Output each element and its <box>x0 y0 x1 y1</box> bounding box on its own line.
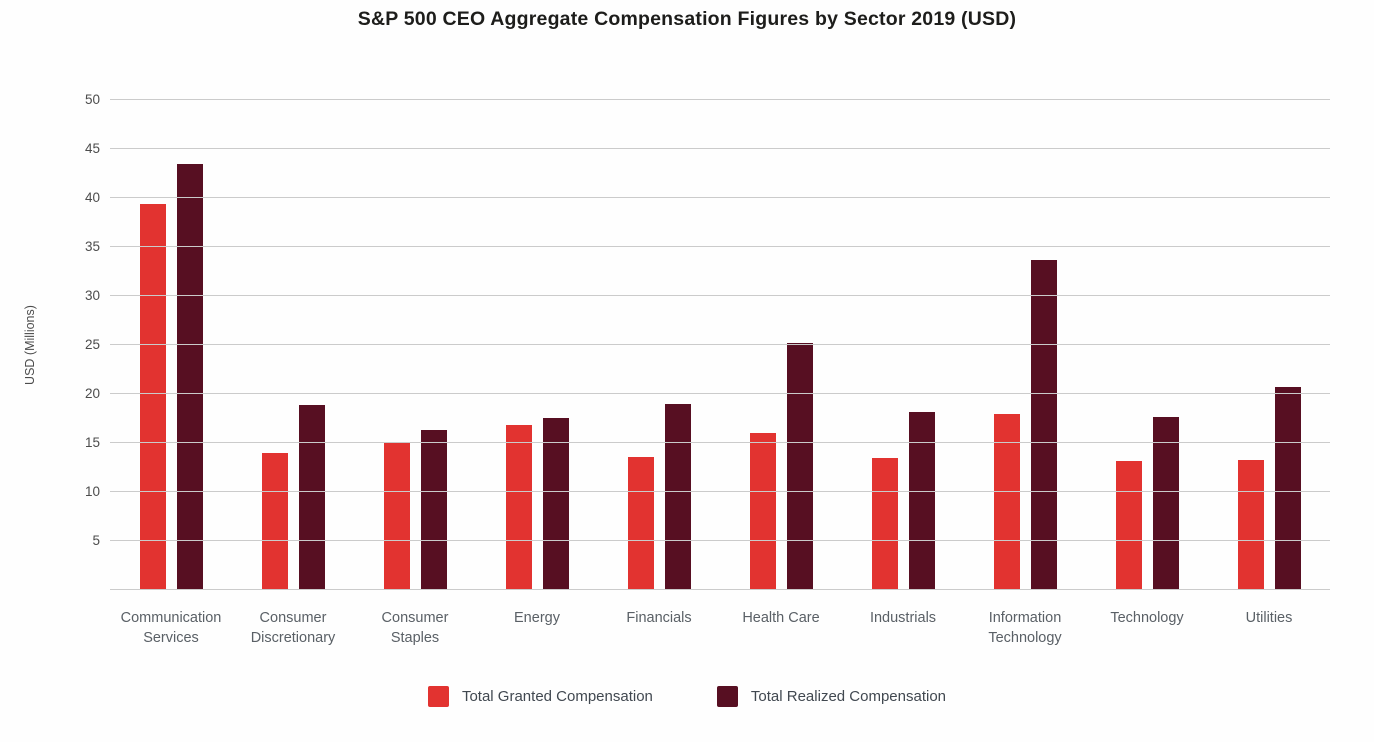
bar-realized-1 <box>298 404 325 590</box>
bar-realized-9 <box>1274 387 1301 590</box>
y-tick-label-30: 30 <box>84 288 100 303</box>
legend-label-realized: Total Realized Compensation <box>750 688 947 705</box>
granted-swatch-icon <box>427 686 449 707</box>
bar-group-1 <box>232 100 354 590</box>
y-tick-label-50: 50 <box>84 92 100 107</box>
bar-realized-8 <box>1152 416 1179 590</box>
gridline-50 <box>110 99 1330 100</box>
legend-item-realized: Total Realized Compensation <box>716 686 947 707</box>
category-label-9: Utilities <box>1245 610 1293 626</box>
bar-granted-5 <box>749 433 776 590</box>
bar-granted-1 <box>261 452 288 590</box>
legend-label-granted: Total Granted Compensation <box>461 688 653 705</box>
y-tick-label-25: 25 <box>84 337 100 352</box>
category-label-6: Industrials <box>869 610 937 626</box>
bar-group-7 <box>964 100 1086 590</box>
bar-realized-7 <box>1030 259 1057 590</box>
bar-group-5 <box>720 100 842 590</box>
gridline-20 <box>110 393 1330 394</box>
category-label-5: Health Care <box>742 610 820 626</box>
y-tick-label-40: 40 <box>84 190 100 205</box>
bar-group-4 <box>598 100 720 590</box>
y-tick-label-20: 20 <box>84 386 100 401</box>
gridline-45 <box>110 148 1330 149</box>
y-tick-label-45: 45 <box>84 141 100 156</box>
bar-granted-7 <box>993 413 1020 590</box>
bar-realized-4 <box>664 403 691 590</box>
legend-item-granted: Total Granted Compensation <box>427 686 653 707</box>
gridline-15 <box>110 442 1330 443</box>
bar-granted-8 <box>1115 460 1142 590</box>
bar-granted-3 <box>505 425 532 590</box>
category-label-0: Communication Services <box>120 610 222 647</box>
bar-realized-6 <box>908 411 935 590</box>
bar-group-3 <box>476 100 598 590</box>
gridline-30 <box>110 295 1330 296</box>
bar-groups <box>110 100 1330 590</box>
bar-group-9 <box>1208 100 1330 590</box>
bar-realized-5 <box>786 343 813 590</box>
bar-group-6 <box>842 100 964 590</box>
plot-area <box>110 99 1330 590</box>
category-labels: Communication Services Consumer Discretio… <box>110 608 1330 649</box>
gridline-35 <box>110 246 1330 247</box>
gridline-25 <box>110 344 1330 345</box>
category-label-8: Technology <box>1110 610 1184 626</box>
category-label-4: Financials <box>626 610 692 626</box>
bar-group-0 <box>110 100 232 590</box>
chart-title: S&P 500 CEO Aggregate Compensation Figur… <box>357 8 1017 30</box>
realized-swatch-icon <box>716 686 738 707</box>
y-axis-title: USD (Millions) <box>23 305 37 385</box>
bar-realized-2 <box>420 430 447 590</box>
bar-realized-3 <box>542 417 569 590</box>
bar-granted-0 <box>139 203 166 590</box>
bar-group-2 <box>354 100 476 590</box>
bar-realized-0 <box>176 163 203 590</box>
category-label-7: Information Technology <box>988 610 1062 647</box>
category-label-3: Energy <box>514 610 560 626</box>
bar-granted-9 <box>1237 459 1264 590</box>
bar-granted-6 <box>871 457 898 590</box>
y-tick-label-15: 15 <box>84 435 100 450</box>
y-tick-label-5: 5 <box>92 533 100 548</box>
category-label-2: Consumer Staples <box>381 610 449 647</box>
bar-granted-2 <box>383 442 410 590</box>
legend: Total Granted Compensation Total Realize… <box>0 686 1374 707</box>
category-label-1: Consumer Discretionary <box>250 610 336 647</box>
gridline-40 <box>110 197 1330 198</box>
bar-granted-4 <box>627 456 654 590</box>
gridline-5 <box>110 540 1330 541</box>
gridline-10 <box>110 491 1330 492</box>
y-tick-label-10: 10 <box>84 484 100 499</box>
y-tick-label-35: 35 <box>84 239 100 254</box>
x-axis-baseline <box>110 589 1330 590</box>
bar-group-8 <box>1086 100 1208 590</box>
